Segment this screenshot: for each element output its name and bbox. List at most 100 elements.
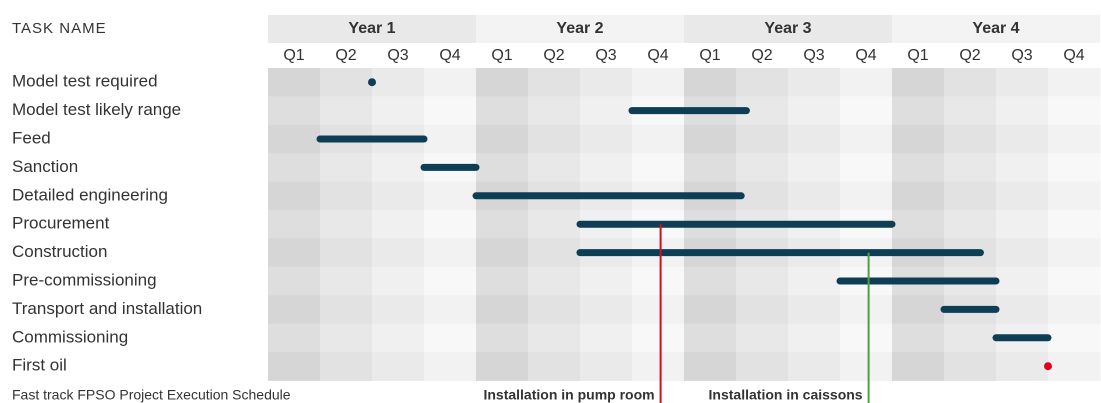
- grid-cell: [840, 96, 893, 126]
- grid-cell: [892, 153, 945, 183]
- grid-cell: [580, 96, 633, 126]
- grid-cell: [268, 181, 321, 211]
- year-label: Year 1: [348, 20, 395, 37]
- grid-cell: [476, 238, 529, 268]
- grid-cell: [736, 153, 789, 183]
- grid-cell: [320, 238, 373, 268]
- grid-cell: [788, 295, 841, 325]
- task-name: Transport and installation: [12, 299, 202, 318]
- grid-cell: [840, 68, 893, 97]
- grid-cell: [892, 323, 945, 353]
- grid-cell: [424, 323, 477, 353]
- grid-cell: [736, 181, 789, 211]
- grid-cell: [996, 295, 1049, 325]
- grid-cell: [892, 181, 945, 211]
- grid-cell: [944, 181, 997, 211]
- grid-cell: [944, 210, 997, 239]
- quarter-label: Q3: [1011, 47, 1032, 64]
- task-name: Feed: [12, 128, 51, 147]
- quarter-label: Q3: [803, 47, 824, 64]
- grid-cell: [580, 352, 633, 381]
- grid-cell: [1048, 323, 1101, 353]
- grid-cell: [372, 238, 425, 268]
- grid-cell: [320, 266, 373, 296]
- quarter-label: Q1: [283, 47, 304, 64]
- marker-label: Installation in pump room: [483, 387, 654, 403]
- grid-cell: [424, 68, 477, 97]
- quarter-label: Q1: [699, 47, 720, 64]
- grid-cell: [580, 153, 633, 183]
- grid-cell: [268, 295, 321, 325]
- grid-cell: [528, 323, 581, 353]
- grid-cell: [996, 153, 1049, 183]
- quarter-label: Q2: [751, 47, 772, 64]
- grid-cell: [892, 124, 945, 154]
- grid-cell: [372, 153, 425, 183]
- grid-cell: [1048, 210, 1101, 239]
- quarter-label: Q4: [855, 47, 876, 64]
- grid-cell: [528, 68, 581, 97]
- grid-cell: [1048, 124, 1101, 154]
- quarter-label: Q4: [439, 47, 460, 64]
- grid-cell: [424, 295, 477, 325]
- task-name: Commissioning: [12, 327, 128, 346]
- grid-cell: [528, 153, 581, 183]
- grid-cell: [788, 352, 841, 381]
- grid-cell: [996, 181, 1049, 211]
- grid-cell: [1048, 153, 1101, 183]
- task-name: Model test required: [12, 72, 158, 91]
- grid-cell: [684, 124, 737, 154]
- grid-cell: [528, 295, 581, 325]
- grid-cell: [1048, 295, 1101, 325]
- grid-cell: [424, 181, 477, 211]
- grid-cell: [268, 323, 321, 353]
- marker-label: Installation in caissons: [709, 387, 863, 403]
- task-name: Pre-commissioning: [12, 270, 157, 289]
- grid-cell: [580, 68, 633, 97]
- grid-cell: [632, 124, 685, 154]
- grid-cell: [372, 323, 425, 353]
- header: TASK NAME: [12, 20, 107, 37]
- grid-cell: [528, 96, 581, 126]
- grid-cell: [268, 210, 321, 239]
- grid-cell: [528, 266, 581, 296]
- year-header-bg: [268, 15, 476, 43]
- grid-cell: [476, 96, 529, 126]
- year-header-bg: [684, 15, 892, 43]
- grid-cell: [892, 352, 945, 381]
- grid-cell: [996, 96, 1049, 126]
- grid-cell: [424, 238, 477, 268]
- caption: Fast track FPSO Project Execution Schedu…: [12, 387, 291, 403]
- grid-cell: [372, 181, 425, 211]
- grid-cell: [944, 96, 997, 126]
- grid-cell: [268, 96, 321, 126]
- quarter-label: Q2: [335, 47, 356, 64]
- grid-cell: [1048, 238, 1101, 268]
- grid-cell: [736, 68, 789, 97]
- grid-cell: [632, 323, 685, 353]
- quarter-label: Q1: [491, 47, 512, 64]
- year-label: Year 4: [972, 20, 1019, 37]
- grid-cell: [736, 124, 789, 154]
- grid-cell: [424, 352, 477, 381]
- year-label: Year 2: [556, 20, 603, 37]
- grid-cell: [788, 153, 841, 183]
- grid-cell: [320, 181, 373, 211]
- grid-cell: [996, 68, 1049, 97]
- year-label: Year 3: [764, 20, 811, 37]
- grid-cell: [684, 153, 737, 183]
- quarter-label: Q4: [647, 47, 668, 64]
- grid-cell: [476, 352, 529, 381]
- grid-cell: [372, 96, 425, 126]
- task-name: Construction: [12, 242, 107, 261]
- grid-cell: [528, 124, 581, 154]
- grid-cell: [476, 210, 529, 239]
- grid-cell: [788, 266, 841, 296]
- grid-cell: [1048, 96, 1101, 126]
- grid-cell: [788, 323, 841, 353]
- grid-cell: [632, 295, 685, 325]
- grid-cell: [788, 181, 841, 211]
- grid-cell: [1048, 266, 1101, 296]
- grid-cell: [892, 295, 945, 325]
- grid-cell: [840, 153, 893, 183]
